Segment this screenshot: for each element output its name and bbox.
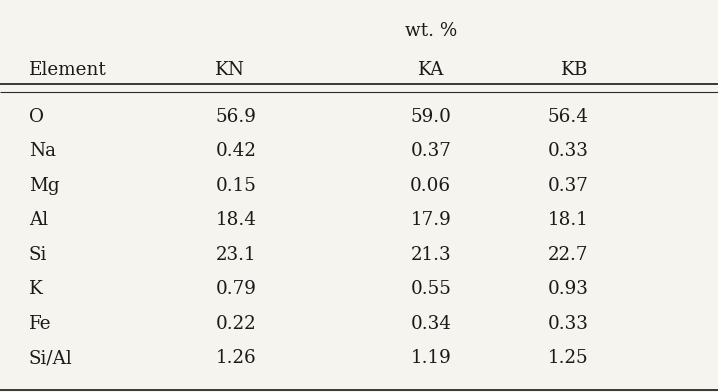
Text: KA: KA <box>418 61 444 79</box>
Text: 0.22: 0.22 <box>215 315 256 333</box>
Text: K: K <box>29 280 42 298</box>
Text: 0.15: 0.15 <box>215 177 256 195</box>
Text: 21.3: 21.3 <box>411 246 451 264</box>
Text: Mg: Mg <box>29 177 60 195</box>
Text: 18.4: 18.4 <box>215 211 256 229</box>
Text: 23.1: 23.1 <box>215 246 256 264</box>
Text: KB: KB <box>561 61 589 79</box>
Text: Element: Element <box>29 61 106 79</box>
Text: 0.33: 0.33 <box>548 315 589 333</box>
Text: 0.55: 0.55 <box>411 280 451 298</box>
Text: 56.4: 56.4 <box>548 108 589 126</box>
Text: 22.7: 22.7 <box>549 246 589 264</box>
Text: Fe: Fe <box>29 315 52 333</box>
Text: 0.37: 0.37 <box>548 177 589 195</box>
Text: 0.33: 0.33 <box>548 142 589 160</box>
Text: 0.34: 0.34 <box>410 315 452 333</box>
Text: 56.9: 56.9 <box>215 108 256 126</box>
Text: 0.37: 0.37 <box>411 142 451 160</box>
Text: Si/Al: Si/Al <box>29 349 73 367</box>
Text: Na: Na <box>29 142 56 160</box>
Text: Al: Al <box>29 211 48 229</box>
Text: 1.26: 1.26 <box>215 349 256 367</box>
Text: 0.42: 0.42 <box>215 142 256 160</box>
Text: 0.06: 0.06 <box>410 177 452 195</box>
Text: Si: Si <box>29 246 47 264</box>
Text: 18.1: 18.1 <box>548 211 589 229</box>
Text: wt. %: wt. % <box>405 22 457 40</box>
Text: O: O <box>29 108 44 126</box>
Text: 17.9: 17.9 <box>411 211 451 229</box>
Text: 1.25: 1.25 <box>548 349 589 367</box>
Text: 59.0: 59.0 <box>411 108 451 126</box>
Text: 1.19: 1.19 <box>411 349 451 367</box>
Text: 0.79: 0.79 <box>215 280 256 298</box>
Text: KN: KN <box>215 61 246 79</box>
Text: 0.93: 0.93 <box>548 280 589 298</box>
